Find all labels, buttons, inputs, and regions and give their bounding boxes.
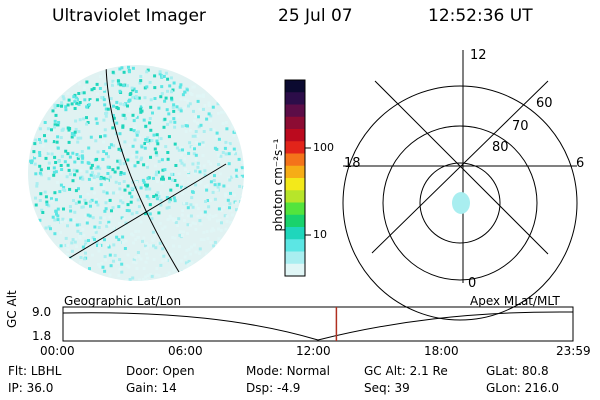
colorbar-segment: [285, 165, 305, 179]
colorbar-tick-100: 100: [313, 141, 334, 154]
timeline-ytick-high: 9.0: [32, 305, 52, 319]
instrument-title: Ultraviolet Imager: [52, 6, 206, 26]
mlt-label-top: 12: [470, 48, 487, 63]
colorbar-segment: [285, 239, 305, 253]
info-mode: Mode: Normal: [246, 364, 330, 378]
timeline-right-label: Apex MLat/MLT: [470, 294, 560, 308]
info-glat: GLat: 80.8: [486, 364, 549, 378]
colorbar-segment: [285, 190, 305, 204]
timeline-ytick-low: 1.8: [32, 329, 52, 343]
timeline-xtick-1: 06:00: [168, 344, 203, 358]
info-gc-alt: GC Alt: 2.1 Re: [364, 364, 448, 378]
colorbar-segment: [285, 153, 305, 167]
info-door: Door: Open: [126, 364, 195, 378]
colorbar-segment: [285, 202, 305, 216]
colorbar-segment: [285, 263, 305, 277]
info-glon: GLon: 216.0: [486, 381, 559, 395]
aurora-spot: [452, 192, 470, 214]
colorbar-segment: [285, 80, 305, 93]
time-label: 12:52:36 UT: [428, 6, 533, 26]
date-label: 25 Jul 07: [278, 6, 353, 26]
timeline-xtick-4: 23:59: [556, 344, 591, 358]
info-dsp: Dsp: -4.9: [246, 381, 301, 395]
ring-label-70: 70: [512, 119, 529, 134]
terminator-line: [45, 163, 227, 273]
ring-label-60: 60: [536, 96, 553, 111]
timeline-xtick-2: 12:00: [296, 344, 331, 358]
colorbar-segment: [285, 178, 305, 191]
colorbar-segment: [285, 116, 305, 130]
colorbar-segment: [285, 141, 305, 155]
info-ip: IP: 36.0: [8, 381, 54, 395]
mlt-label-bottom: 0: [468, 276, 477, 291]
colorbar-segment: [285, 129, 305, 142]
ring-label-80: 80: [492, 140, 509, 155]
colorbar-segment: [285, 92, 305, 106]
timeline-xtick-0: 00:00: [40, 344, 75, 358]
colorbar-segment: [285, 251, 305, 265]
timeline-xtick-3: 18:00: [424, 344, 459, 358]
meridian-line: [105, 65, 191, 281]
mlt-label-left: 18: [344, 156, 361, 171]
info-seq: Seq: 39: [364, 381, 410, 395]
mlt-label-right: 6: [576, 156, 585, 171]
colorbar-tick-10: 10: [313, 228, 327, 241]
info-flt: Flt: LBHL: [8, 364, 62, 378]
info-gain: Gain: 14: [126, 381, 177, 395]
timeline-left-label: Geographic Lat/Lon: [64, 294, 182, 308]
colorbar-segment: [285, 227, 305, 240]
colorbar-segment: [285, 104, 305, 118]
colorbar-segment: [285, 214, 305, 228]
